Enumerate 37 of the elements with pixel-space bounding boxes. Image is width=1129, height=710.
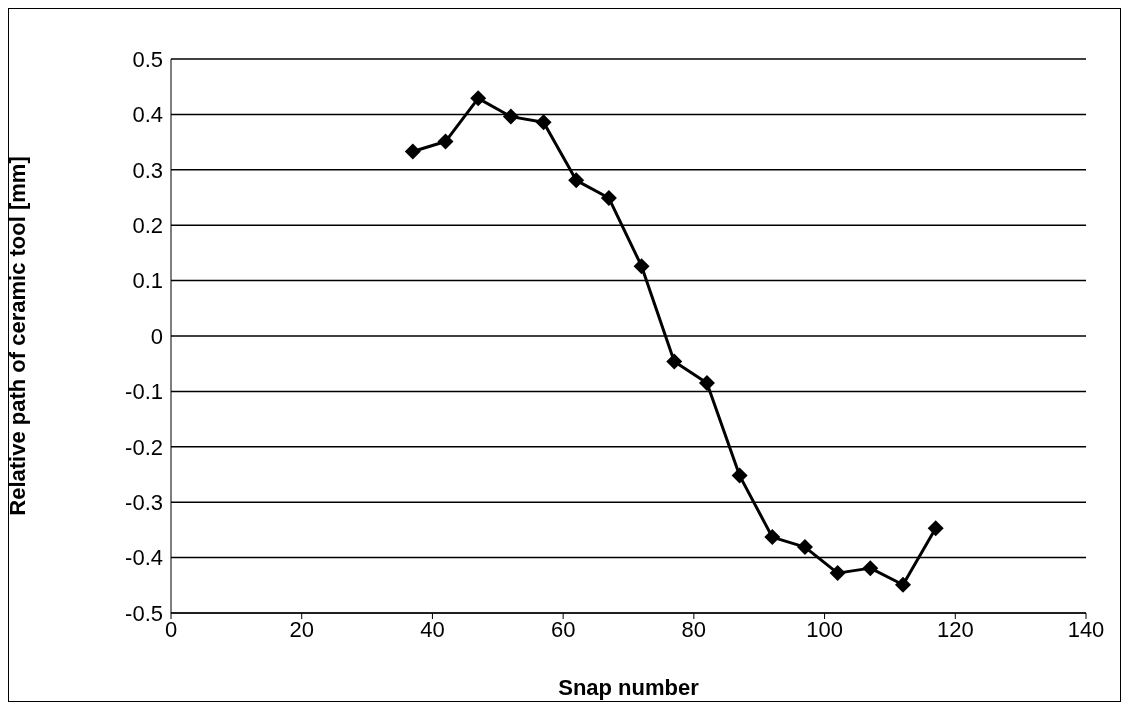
point: [404, 143, 421, 160]
point: [796, 539, 813, 556]
x-axis-title: Snap number: [558, 675, 700, 700]
y-tick-label: -0.3: [125, 490, 163, 516]
point: [862, 560, 879, 577]
y-axis-title: Relative path of ceramic tool [mm]: [4, 156, 30, 516]
point: [535, 114, 552, 131]
point: [764, 529, 781, 546]
point: [470, 90, 487, 107]
y-tick-label: -0.2: [125, 434, 163, 460]
y-tick-label: 0.4: [132, 102, 163, 128]
y-tick-label: 0.1: [132, 268, 163, 294]
y-tick-label: -0.5: [125, 600, 163, 626]
x-tick-label: 60: [550, 616, 576, 642]
point: [829, 565, 846, 582]
y-tick-label: 0.3: [132, 157, 163, 183]
point: [666, 353, 683, 370]
x-tick-label: 120: [936, 616, 974, 642]
y-tick-label: 0: [150, 323, 163, 349]
y-tick-label: -0.4: [125, 545, 163, 571]
point: [698, 375, 715, 392]
point: [895, 576, 911, 593]
x-tick-label: 40: [420, 616, 445, 642]
point: [731, 467, 748, 484]
y-tick-label: 0.2: [132, 213, 163, 239]
point: [502, 108, 519, 125]
x-tick-label: 80: [681, 616, 707, 642]
x-tick-label: 20: [289, 616, 314, 642]
point: [927, 520, 944, 537]
point: [568, 172, 585, 189]
point: [437, 133, 454, 150]
x-tick-label: 100: [806, 616, 843, 642]
y-tick-label: -0.1: [125, 379, 163, 405]
x-tick-label: 140: [1067, 616, 1105, 642]
y-tick-label: 0.5: [132, 46, 163, 72]
point: [600, 190, 617, 207]
point: [633, 258, 650, 275]
